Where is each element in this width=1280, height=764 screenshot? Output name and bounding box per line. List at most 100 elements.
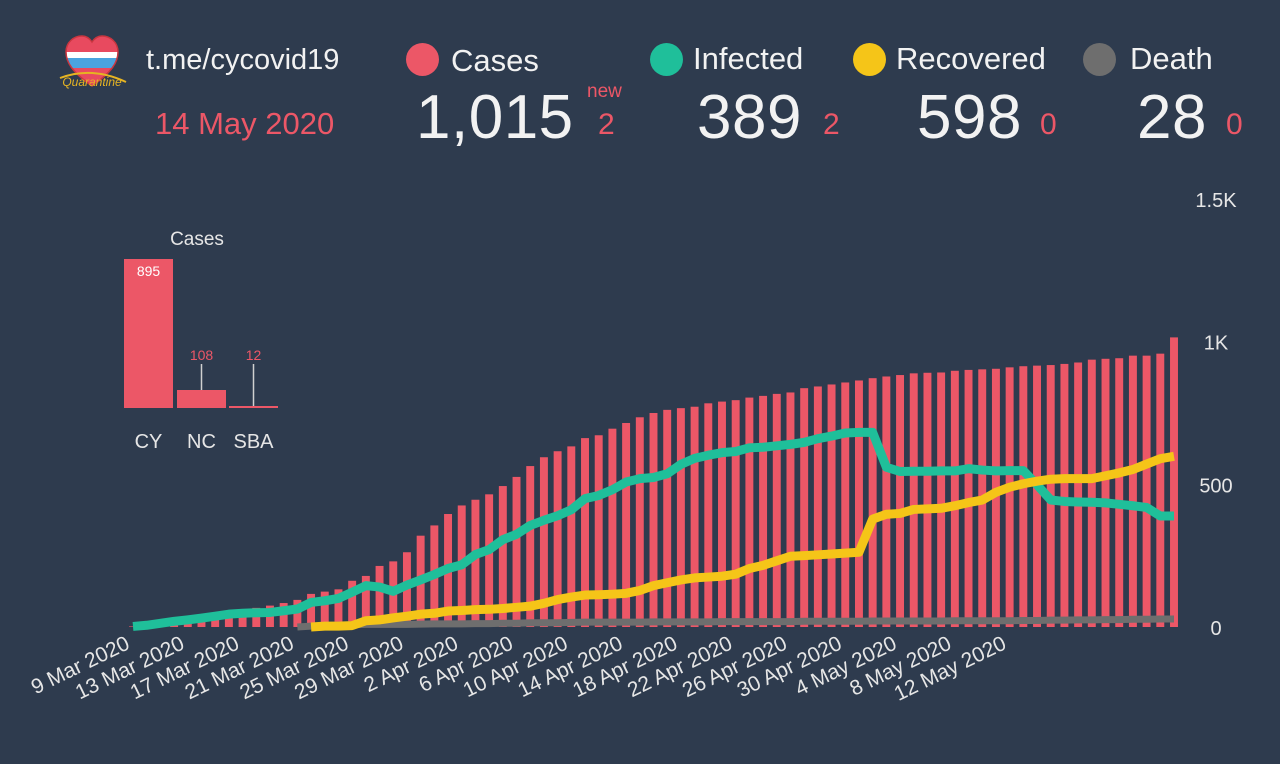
cases-bar [375, 565, 384, 627]
cases-new-value: 2 [598, 108, 615, 141]
cases-bar [745, 397, 754, 627]
death-new-value: 0 [1226, 108, 1243, 141]
y-tick-label: 0 [1210, 618, 1221, 640]
cases-bar [307, 593, 316, 627]
cases-bar [471, 499, 480, 627]
cases-bar [553, 451, 562, 627]
cases-bar [813, 386, 822, 627]
infected-line [132, 427, 1174, 631]
cases-bar [854, 380, 863, 627]
region-value-label: 12 [246, 347, 262, 363]
quarantine-logo: Quarantine [52, 24, 132, 104]
region-mini-chart: Cases 895 CY 108 NC 12 SBA [124, 229, 278, 453]
cases-bar [1115, 358, 1124, 627]
infected-new-value: 2 [823, 108, 840, 141]
region-category-label: NC [187, 431, 216, 453]
death-legend-dot [1083, 43, 1116, 76]
cases-bar [1060, 363, 1069, 627]
cases-bar [1019, 366, 1028, 627]
cases-bar [827, 384, 836, 627]
cases-bar [663, 409, 672, 627]
cases-bar [252, 607, 261, 627]
recovered-legend-dot [853, 43, 886, 76]
cases-bar [800, 388, 809, 627]
cases-bar [676, 408, 685, 627]
site-link[interactable]: t.me/cycovid19 [146, 44, 340, 76]
cases-bar [1156, 353, 1165, 627]
cases-bar [704, 403, 713, 627]
cases-bar [334, 589, 343, 627]
region-value-label: 108 [190, 347, 214, 363]
cases-bar [923, 372, 932, 627]
cases-bar [622, 422, 631, 627]
cases-bar [841, 382, 850, 627]
cases-bar [1033, 365, 1041, 627]
death-label: Death [1130, 41, 1213, 76]
logo-text: Quarantine [62, 75, 122, 89]
infected-label: Infected [693, 41, 804, 76]
cases-bar [224, 613, 233, 627]
y-axis-ticks: 0 500 1K 1.5K [1195, 190, 1237, 640]
cases-bar [581, 438, 589, 627]
cases-bar [608, 428, 617, 627]
region-bar [229, 406, 278, 408]
cases-bar [1142, 355, 1151, 627]
cases-bar [759, 395, 768, 627]
cases-bar [320, 591, 329, 627]
cases-bar [539, 457, 548, 627]
cases-bar [649, 413, 658, 627]
cases-bar [1128, 355, 1137, 627]
y-tick-label: 1.5K [1195, 190, 1237, 212]
cases-bar [950, 370, 959, 627]
y-tick-label: 500 [1199, 475, 1232, 497]
region-bar [177, 390, 226, 408]
cases-bar [129, 626, 137, 627]
cases-bar [594, 435, 603, 627]
region-value-label: 895 [137, 263, 161, 279]
cases-bar [690, 406, 699, 627]
cases-bar [485, 494, 494, 627]
cases-bar [909, 373, 918, 627]
y-tick-label: 1K [1204, 333, 1229, 355]
cases-bar [772, 393, 781, 627]
region-category-label: CY [135, 431, 163, 453]
cases-bar [718, 401, 726, 627]
recovered-label: Recovered [896, 41, 1046, 76]
cases-bars [129, 337, 1178, 627]
cases-bar [348, 580, 357, 627]
cases-bar [882, 376, 891, 627]
cases-bar [1101, 358, 1110, 627]
cases-bar [991, 368, 1000, 627]
cases-bar [937, 372, 946, 627]
cases-bar [1170, 337, 1178, 627]
report-date: 14 May 2020 [155, 106, 335, 141]
cases-bar [238, 610, 247, 627]
cases-bar [635, 417, 644, 627]
cases-bar [731, 400, 740, 627]
cases-bar [1074, 362, 1083, 627]
cases-new-label: new [587, 81, 622, 102]
mini-chart-title: Cases [170, 229, 224, 250]
cases-bar [786, 392, 795, 627]
recovered-new-value: 0 [1040, 108, 1057, 141]
death-value: 28 [1137, 83, 1207, 152]
cases-bar [361, 575, 370, 627]
cases-bar [512, 476, 521, 627]
cases-bar [526, 466, 535, 627]
heart-flag-icon: Quarantine [59, 35, 127, 89]
cases-legend-dot [406, 43, 439, 76]
recovered-value: 598 [917, 83, 1022, 152]
cases-value: 1,015 [416, 83, 574, 152]
cases-label: Cases [451, 43, 539, 78]
cases-bar [1087, 359, 1096, 627]
death-line [297, 615, 1174, 631]
region-bar [124, 259, 173, 408]
cases-bar [896, 375, 905, 627]
series-lines [132, 427, 1175, 632]
infected-value: 389 [697, 83, 802, 152]
cases-bar [567, 446, 576, 627]
region-category-label: SBA [233, 431, 274, 453]
cases-bar [1005, 367, 1014, 627]
recovered-line [310, 451, 1175, 632]
